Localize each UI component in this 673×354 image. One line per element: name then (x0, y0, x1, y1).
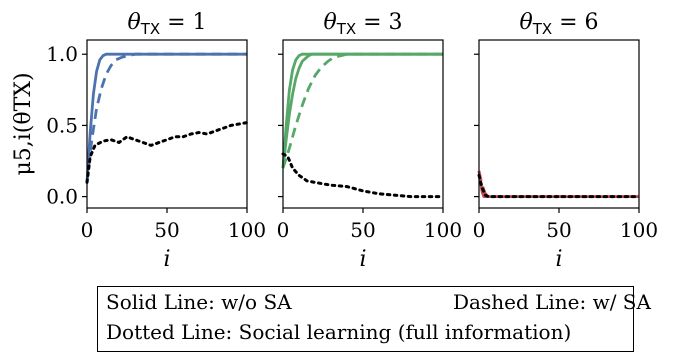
legend-dashed-line-label: Dashed Line: w/ SA (453, 290, 651, 314)
panel-3-series-2-dashed-line (477, 170, 639, 199)
panel-2-x-tick-label-3: 100 (424, 218, 462, 242)
panel-1-y-tick-label-1: 0.0 (46, 185, 78, 209)
panel-3-x-tick-label-3: 100 (620, 218, 658, 242)
panel-1-x-tick-label-3: 100 (228, 218, 266, 242)
panel-2-title: θTX = 3 (323, 10, 402, 38)
legend-solid-line-label: Solid Line: w/o SA (106, 290, 292, 314)
panel-1-x-axis-label: i (163, 247, 170, 272)
panel-2-frame (282, 39, 444, 209)
legend-dotted-line-label: Dotted Line: Social learning (full infor… (106, 320, 572, 344)
panel-2-series-4-dotted-line (281, 152, 445, 199)
panel-3-x-axis-label: i (555, 247, 562, 272)
panel-1-y-tick-label-3: 1.0 (46, 42, 78, 66)
panel-2-series-2-solid-line (281, 52, 443, 169)
panel-1-series-3-dotted-line (85, 121, 249, 184)
panel-1-series-1-solid-line (85, 52, 247, 183)
legend-row-1: Solid Line: w/o SA Dashed Line: w/ SA (106, 290, 651, 314)
panel-1-series-2-dashed-line (85, 52, 247, 183)
panel-3-series-3-dotted-line (477, 173, 641, 199)
panel-2-series-1-solid-line (281, 52, 443, 169)
panel-2-series-3-dashed-line (281, 52, 443, 169)
panel-3-series-1-solid-line (477, 170, 639, 199)
panel-1-x-tick-label-1: 0 (81, 218, 94, 242)
panel-2-x-tick-label-2: 50 (350, 218, 375, 242)
legend-box: Solid Line: w/o SA Dashed Line: w/ SA Do… (97, 286, 651, 352)
panel-2-x-axis-label: i (359, 247, 366, 272)
panel-3-title: θTX = 6 (519, 10, 598, 38)
panel-3-x-tick-label-2: 50 (546, 218, 571, 242)
panel-1-x-tick-label-2: 50 (154, 218, 179, 242)
panel-1-y-tick-label-2: 0.5 (46, 113, 78, 137)
y-axis-label: μ5,i(θTX) (11, 72, 36, 175)
panel-3-frame (478, 39, 640, 209)
panel-1-title: θTX = 1 (127, 10, 206, 38)
panel-3-x-tick-label-1: 0 (473, 218, 486, 242)
panel-2-x-tick-label-1: 0 (277, 218, 290, 242)
